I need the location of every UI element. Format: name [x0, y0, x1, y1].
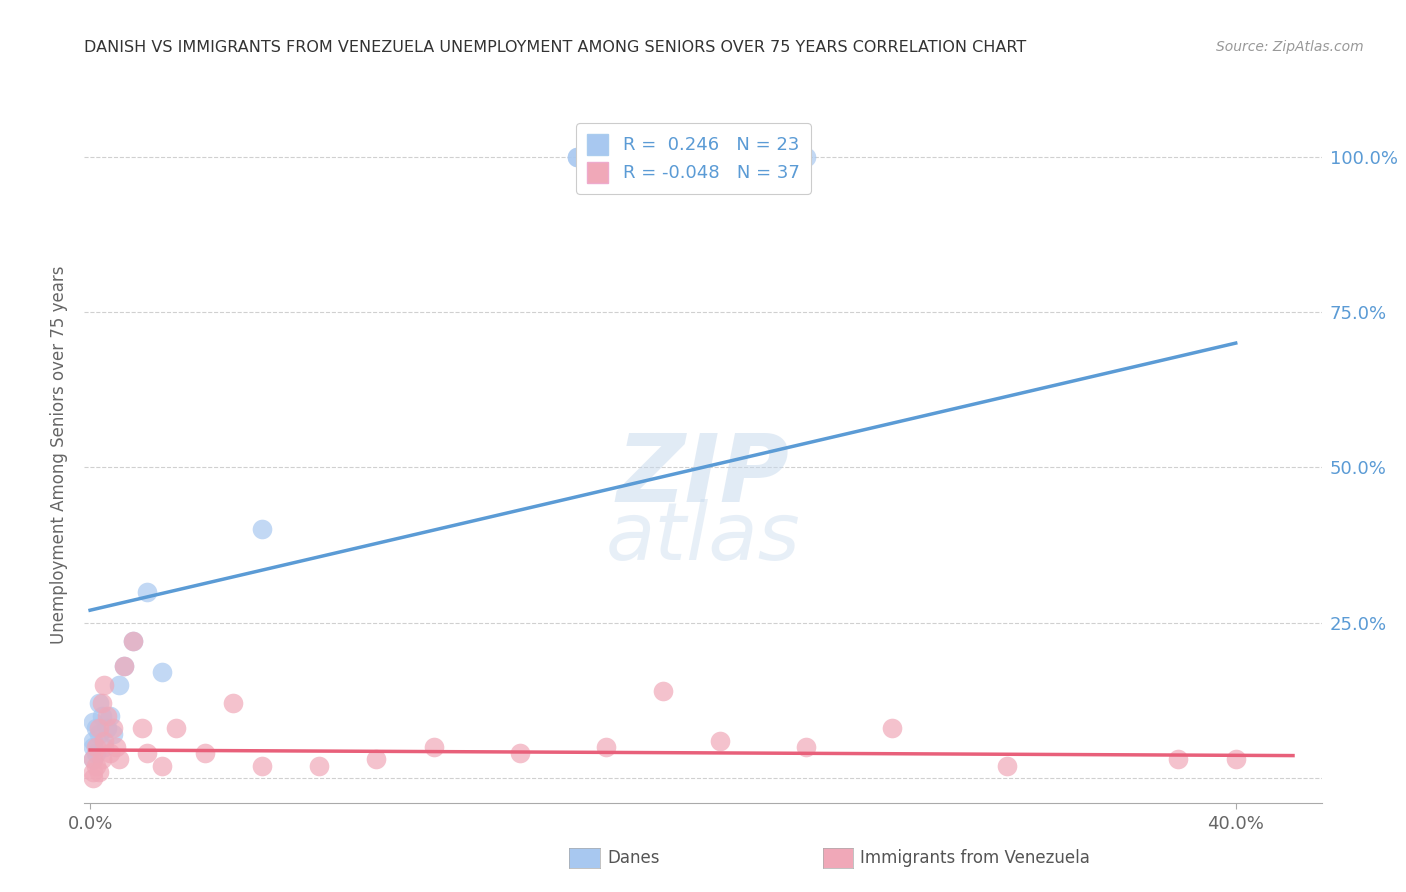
Text: Source: ZipAtlas.com: Source: ZipAtlas.com [1216, 40, 1364, 54]
Point [96, 721, 118, 735]
Point [595, 739, 617, 754]
Text: Immigrants from Venezuela: Immigrants from Venezuela [860, 849, 1090, 867]
Point [122, 634, 145, 648]
Point [1225, 752, 1247, 766]
Point [82, 764, 104, 779]
Point [114, 659, 136, 673]
Point [93, 739, 115, 754]
Text: ZIP: ZIP [617, 430, 789, 522]
Point [87, 727, 110, 741]
Point [82, 771, 104, 785]
Point [90, 708, 112, 723]
Point [794, 150, 817, 164]
Point [709, 733, 731, 747]
Point [880, 721, 903, 735]
Point [136, 584, 159, 599]
Point [165, 721, 187, 735]
Point [995, 758, 1018, 772]
Point [98, 708, 121, 723]
Point [84, 739, 107, 754]
Text: Danes: Danes [607, 849, 659, 867]
Point [122, 634, 145, 648]
Point [423, 739, 446, 754]
Point [308, 758, 330, 772]
Point [82, 714, 104, 729]
Point [509, 746, 531, 760]
Point [651, 684, 673, 698]
Point [84, 721, 107, 735]
Point [96, 708, 118, 723]
Point [82, 752, 104, 766]
Point [794, 739, 817, 754]
Point [90, 697, 112, 711]
Point [82, 752, 104, 766]
Point [87, 764, 110, 779]
Point [250, 523, 273, 537]
Point [150, 665, 173, 680]
Point [93, 678, 115, 692]
Point [107, 752, 129, 766]
Point [98, 746, 121, 760]
Point [150, 758, 173, 772]
Point [114, 659, 136, 673]
Point [565, 150, 588, 164]
Point [104, 739, 127, 754]
Point [107, 678, 129, 692]
Point [87, 721, 110, 735]
Point [87, 697, 110, 711]
Point [1167, 752, 1189, 766]
Text: DANISH VS IMMIGRANTS FROM VENEZUELA UNEMPLOYMENT AMONG SENIORS OVER 75 YEARS COR: DANISH VS IMMIGRANTS FROM VENEZUELA UNEM… [84, 40, 1026, 55]
Point [82, 739, 104, 754]
Point [82, 733, 104, 747]
Point [84, 746, 107, 760]
Point [90, 752, 112, 766]
Point [131, 721, 153, 735]
Point [93, 733, 115, 747]
Legend: R =  0.246   N = 23, R = -0.048   N = 37: R = 0.246 N = 23, R = -0.048 N = 37 [576, 123, 811, 194]
Text: atlas: atlas [606, 500, 800, 577]
Point [366, 752, 388, 766]
Point [222, 697, 245, 711]
Point [101, 721, 124, 735]
Point [565, 150, 588, 164]
Point [250, 758, 273, 772]
Y-axis label: Unemployment Among Seniors over 75 years: Unemployment Among Seniors over 75 years [49, 266, 67, 644]
Point [194, 746, 217, 760]
Point [709, 150, 731, 164]
Point [136, 746, 159, 760]
Point [84, 758, 107, 772]
Point [101, 727, 124, 741]
